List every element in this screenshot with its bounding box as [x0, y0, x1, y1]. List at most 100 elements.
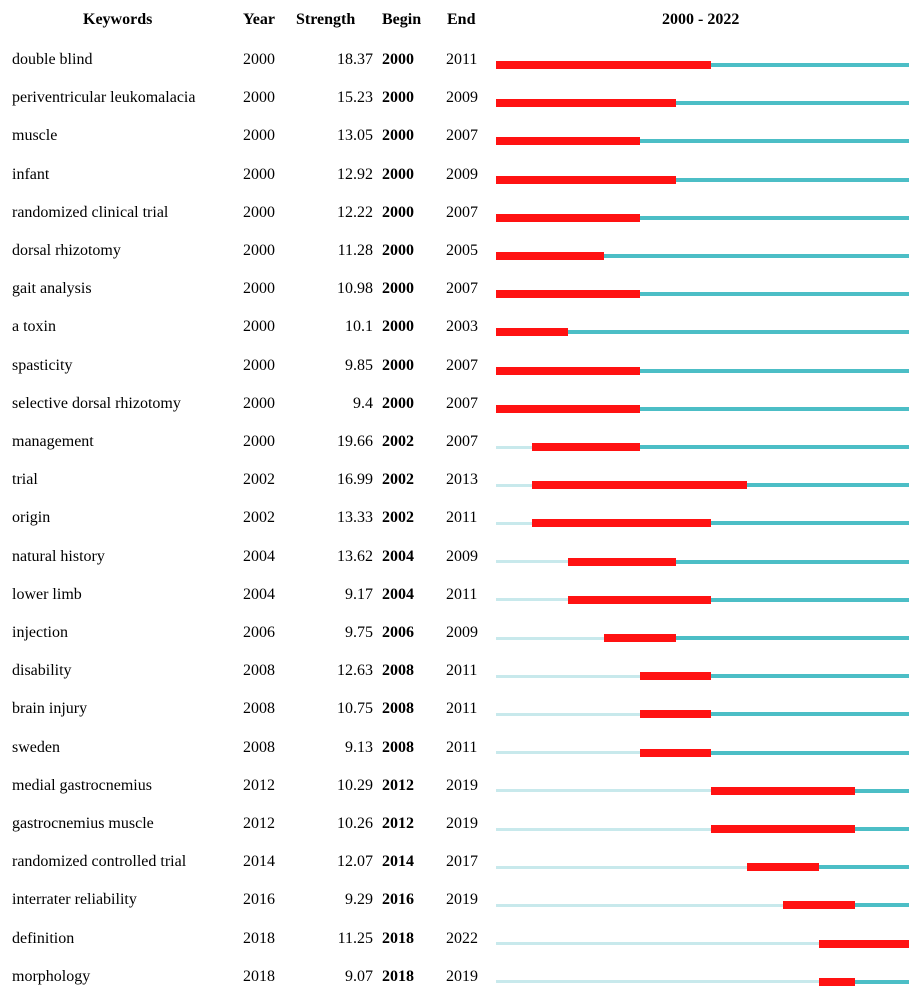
timeline-after-bar — [711, 597, 909, 602]
timeline-after-bar — [711, 712, 909, 717]
year-cell: 2000 — [243, 318, 275, 336]
keyword-cell: brain injury — [12, 700, 88, 718]
year-cell: 2000 — [243, 89, 275, 107]
keyword-cell: sweden — [12, 738, 60, 756]
begin-cell: 2000 — [382, 356, 414, 374]
burst-bar — [819, 939, 909, 948]
end-cell: 2005 — [446, 242, 478, 259]
strength-cell: 9.13 — [345, 738, 373, 756]
end-cell: 2011 — [446, 700, 478, 718]
header-begin: Begin — [382, 11, 422, 28]
timeline-before-bar — [496, 560, 568, 564]
begin-cell: 2000 — [382, 203, 414, 221]
end-cell: 2019 — [446, 776, 478, 794]
end-cell: 2007 — [446, 127, 478, 145]
begin-cell: 2000 — [382, 394, 414, 412]
burst-bar — [747, 863, 820, 872]
burst-bar — [531, 481, 748, 490]
keyword-cell: lower limb — [12, 585, 82, 603]
year-cell: 2012 — [243, 776, 275, 794]
timeline-after-bar — [639, 406, 909, 411]
begin-cell: 2002 — [382, 433, 414, 450]
timeline-after-bar — [711, 521, 909, 526]
keyword-cell: disability — [12, 662, 72, 680]
burst-bar — [567, 557, 676, 566]
keyword-cell: gastrocnemius muscle — [12, 815, 154, 832]
strength-cell: 13.33 — [337, 509, 373, 527]
year-cell: 2000 — [243, 280, 275, 298]
strength-cell: 13.62 — [337, 547, 373, 565]
year-cell: 2000 — [243, 433, 275, 450]
begin-cell: 2002 — [382, 471, 414, 489]
timeline-after-bar — [639, 139, 909, 144]
begin-cell: 2000 — [382, 127, 414, 145]
burst-bar — [711, 825, 856, 833]
header-year: Year — [243, 11, 275, 28]
keyword-cell: definition — [12, 929, 75, 947]
timeline-before-bar — [496, 903, 784, 907]
burst-bar — [711, 786, 856, 795]
end-cell: 2019 — [446, 967, 478, 985]
strength-cell: 9.85 — [345, 356, 373, 374]
timeline-before-bar — [496, 751, 640, 755]
begin-cell: 2012 — [382, 776, 414, 794]
header-end: End — [447, 11, 476, 28]
strength-cell: 18.37 — [337, 51, 373, 68]
timeline-after-bar — [711, 63, 909, 67]
begin-cell: 2012 — [382, 815, 414, 832]
strength-cell: 19.66 — [337, 433, 373, 450]
end-cell: 2003 — [446, 318, 478, 336]
timeline-after-bar — [855, 827, 909, 831]
end-cell: 2013 — [446, 471, 478, 489]
end-cell: 2022 — [446, 929, 478, 947]
end-cell: 2011 — [446, 662, 478, 680]
begin-cell: 2008 — [382, 700, 414, 718]
header-range: 2000 - 2022 — [662, 11, 740, 28]
end-cell: 2011 — [446, 51, 478, 68]
begin-cell: 2000 — [382, 51, 414, 68]
timeline-after-bar — [855, 979, 909, 984]
timeline-after-bar — [855, 788, 909, 793]
timeline-after-bar — [639, 368, 909, 373]
strength-cell: 10.26 — [337, 815, 373, 832]
year-cell: 2014 — [243, 853, 275, 871]
timeline-after-bar — [675, 101, 909, 106]
keyword-cell: medial gastrocnemius — [12, 776, 152, 794]
strength-cell: 11.28 — [337, 242, 373, 259]
strength-cell: 9.17 — [345, 585, 373, 603]
end-cell: 2017 — [446, 853, 478, 871]
burst-bar — [819, 977, 856, 986]
end-cell: 2019 — [446, 891, 478, 909]
keyword-cell: selective dorsal rhizotomy — [12, 394, 181, 412]
end-cell: 2007 — [446, 203, 478, 221]
strength-cell: 13.05 — [337, 127, 373, 145]
keyword-cell: natural history — [12, 547, 105, 565]
end-cell: 2007 — [446, 394, 478, 412]
year-cell: 2000 — [243, 165, 275, 183]
burst-bar — [496, 61, 712, 69]
keyword-cell: muscle — [12, 127, 58, 145]
burst-bar — [496, 99, 676, 108]
strength-cell: 11.25 — [337, 929, 373, 947]
year-cell: 2012 — [243, 815, 275, 832]
year-cell: 2000 — [243, 51, 275, 68]
timeline-before-bar — [496, 636, 604, 640]
year-cell: 2000 — [243, 242, 275, 259]
strength-cell: 9.4 — [353, 394, 373, 412]
burst-bar — [531, 519, 712, 528]
timeline-after-bar — [711, 750, 909, 755]
year-cell: 2002 — [243, 509, 275, 527]
burst-bar — [496, 328, 568, 337]
keyword-cell: a toxin — [12, 318, 56, 336]
burst-bar — [639, 748, 712, 757]
timeline-before-bar — [496, 483, 532, 487]
end-cell: 2007 — [446, 433, 478, 450]
begin-cell: 2008 — [382, 738, 414, 756]
end-cell: 2011 — [446, 585, 478, 603]
strength-cell: 10.29 — [337, 776, 373, 794]
begin-cell: 2006 — [382, 624, 414, 641]
header-keywords: Keywords — [83, 11, 153, 28]
timeline-after-bar — [711, 674, 909, 679]
end-cell: 2009 — [446, 165, 478, 183]
